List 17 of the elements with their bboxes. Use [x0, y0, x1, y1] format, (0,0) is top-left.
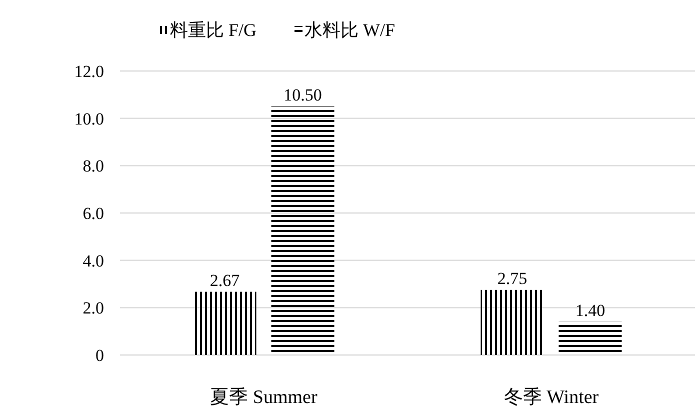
y-tick-label: 8.0 [82, 156, 104, 176]
y-tick-label: 10.0 [74, 109, 104, 128]
x-tick-label: 冬季 Winter [504, 387, 600, 408]
x-tick-label: 夏季 Summer [210, 387, 318, 408]
y-tick-label: 6.0 [82, 204, 104, 223]
legend-label: 料重比 F/G [170, 20, 257, 40]
y-tick-label: 4.0 [82, 251, 104, 270]
data-label: 2.75 [497, 268, 528, 288]
y-tick-label: 2.0 [82, 298, 104, 318]
y-tick-label: 12.0 [74, 62, 104, 81]
bar [480, 290, 544, 355]
legend-label: 水料比 W/F [304, 20, 396, 40]
bar [193, 292, 256, 355]
data-label: 2.67 [210, 270, 240, 290]
data-label: 10.50 [284, 86, 322, 104]
y-tick-label: 0 [96, 346, 104, 365]
data-label: 1.40 [575, 300, 606, 320]
